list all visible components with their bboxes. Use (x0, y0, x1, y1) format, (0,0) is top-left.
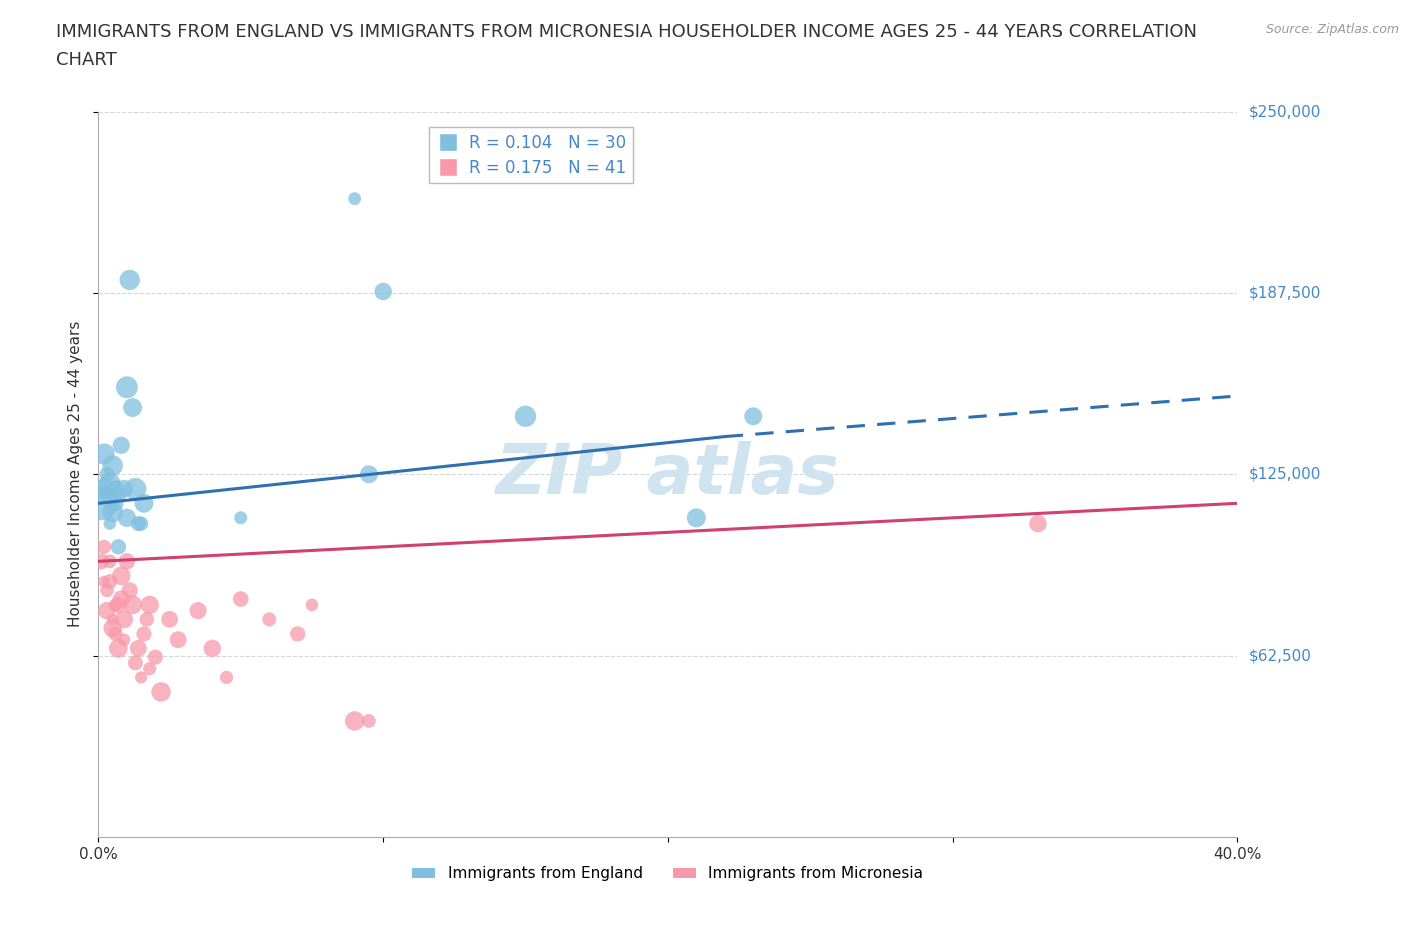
Point (229, 591, 252, 606)
Point (357, 467, 380, 482)
Point (96, 467, 118, 482)
Point (112, 612, 135, 627)
Point (129, 516, 152, 531)
Point (124, 656, 146, 671)
Point (101, 505, 124, 520)
Point (129, 670, 152, 684)
Point (107, 539, 129, 554)
Point (132, 496, 155, 511)
Point (93, 574, 115, 589)
Point (96, 487, 118, 502)
Text: $250,000: $250,000 (1249, 104, 1320, 119)
Point (101, 612, 124, 627)
Point (101, 620, 124, 635)
Text: IMMIGRANTS FROM ENGLAND VS IMMIGRANTS FROM MICRONESIA HOUSEHOLDER INCOME AGES 25: IMMIGRANTS FROM ENGLAND VS IMMIGRANTS FR… (56, 23, 1198, 41)
Point (138, 597, 160, 612)
Point (287, 627, 309, 642)
Text: $187,500: $187,500 (1249, 286, 1320, 300)
Text: ZIP atlas: ZIP atlas (496, 441, 839, 508)
Text: Source: ZipAtlas.com: Source: ZipAtlas.com (1265, 23, 1399, 36)
Point (98, 475, 121, 490)
Point (110, 438, 132, 453)
Point (127, 516, 149, 531)
Point (121, 400, 143, 415)
Point (515, 409, 537, 424)
Point (104, 597, 127, 612)
Point (138, 661, 160, 676)
Point (98, 554, 121, 569)
Point (115, 511, 138, 525)
Text: $62,500: $62,500 (1249, 648, 1312, 663)
Point (135, 612, 157, 627)
Point (132, 627, 155, 642)
Point (229, 511, 252, 525)
Point (215, 670, 238, 684)
Point (343, 192, 366, 206)
Point (90, 554, 112, 569)
Point (104, 627, 127, 642)
Point (112, 632, 135, 647)
Point (107, 597, 129, 612)
Point (112, 482, 135, 497)
Point (115, 554, 138, 569)
Y-axis label: Householder Income Ages 25 - 44 years: Householder Income Ages 25 - 44 years (67, 321, 83, 628)
Point (93, 482, 115, 497)
Point (101, 458, 124, 473)
Point (201, 641, 224, 656)
Point (93, 446, 115, 461)
Point (110, 591, 132, 606)
Point (115, 379, 138, 394)
Text: CHART: CHART (56, 51, 117, 69)
Point (159, 612, 181, 627)
Point (343, 713, 366, 728)
Text: $125,000: $125,000 (1249, 467, 1320, 482)
Point (357, 713, 380, 728)
Point (1026, 516, 1049, 531)
Point (150, 684, 173, 699)
Point (96, 583, 118, 598)
Point (167, 632, 190, 647)
Point (124, 482, 146, 497)
Point (107, 487, 129, 502)
Point (107, 641, 129, 656)
Point (259, 612, 281, 627)
Point (301, 597, 323, 612)
Point (145, 650, 167, 665)
Point (742, 409, 765, 424)
Point (104, 482, 127, 497)
Point (96, 604, 118, 618)
Point (373, 284, 395, 299)
Point (187, 604, 209, 618)
Point (685, 511, 707, 525)
Point (118, 272, 141, 287)
Point (93, 539, 115, 554)
Legend: Immigrants from England, Immigrants from Micronesia: Immigrants from England, Immigrants from… (406, 860, 929, 887)
Point (98, 574, 121, 589)
Point (98, 516, 121, 531)
Point (121, 597, 143, 612)
Point (104, 496, 127, 511)
Point (110, 568, 132, 583)
Point (127, 641, 149, 656)
Point (118, 583, 141, 598)
Point (90, 496, 112, 511)
